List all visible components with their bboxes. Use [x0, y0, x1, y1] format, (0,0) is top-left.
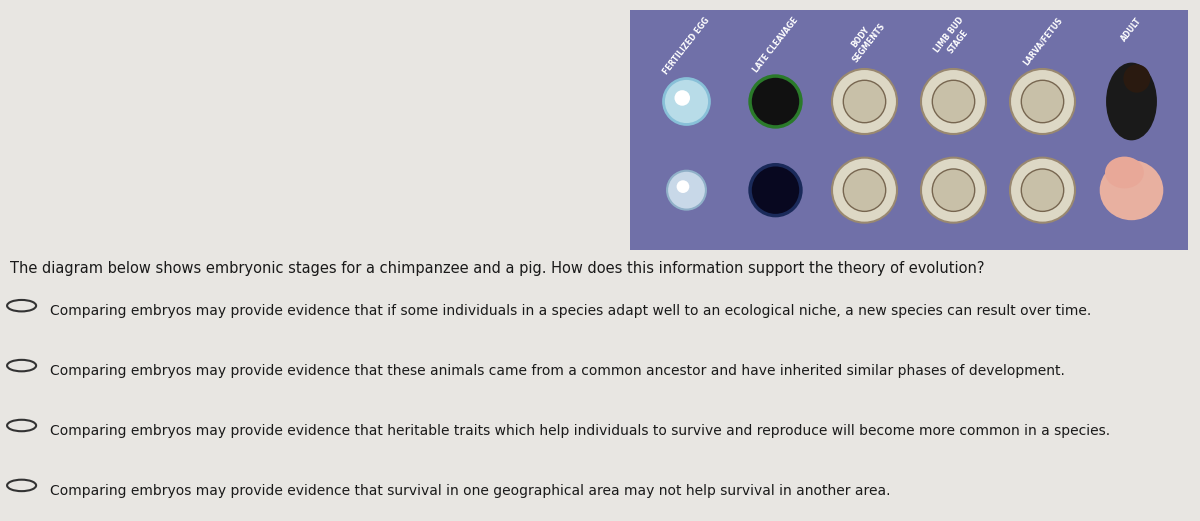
- FancyBboxPatch shape: [630, 10, 1188, 250]
- Ellipse shape: [677, 180, 689, 193]
- Ellipse shape: [920, 69, 986, 134]
- Text: FERTILIZED EGG: FERTILIZED EGG: [661, 16, 712, 76]
- Ellipse shape: [1099, 160, 1163, 220]
- Ellipse shape: [932, 169, 974, 212]
- Text: LIMB BUD
STAGE: LIMB BUD STAGE: [932, 16, 974, 61]
- Ellipse shape: [1021, 169, 1063, 212]
- Text: LATE CLEAVAGE: LATE CLEAVAGE: [751, 16, 799, 74]
- Text: Comparing embryos may provide evidence that if some individuals in a species ada: Comparing embryos may provide evidence t…: [50, 304, 1092, 318]
- Ellipse shape: [1105, 157, 1144, 189]
- Ellipse shape: [844, 169, 886, 212]
- Ellipse shape: [750, 76, 800, 127]
- Text: Comparing embryos may provide evidence that these animals came from a common anc: Comparing embryos may provide evidence t…: [50, 364, 1066, 378]
- Ellipse shape: [832, 69, 898, 134]
- Ellipse shape: [1010, 69, 1075, 134]
- Ellipse shape: [750, 165, 800, 216]
- Ellipse shape: [1021, 80, 1063, 122]
- Text: BODY
SEGMENTS: BODY SEGMENTS: [842, 16, 887, 65]
- Ellipse shape: [664, 79, 709, 125]
- Ellipse shape: [1106, 63, 1157, 140]
- Text: Comparing embryos may provide evidence that heritable traits which help individu: Comparing embryos may provide evidence t…: [50, 424, 1110, 438]
- Ellipse shape: [667, 171, 706, 209]
- Ellipse shape: [932, 80, 974, 122]
- Text: Comparing embryos may provide evidence that survival in one geographical area ma: Comparing embryos may provide evidence t…: [50, 483, 890, 498]
- Ellipse shape: [920, 158, 986, 222]
- Ellipse shape: [674, 90, 690, 106]
- Text: The diagram below shows embryonic stages for a chimpanzee and a pig. How does th: The diagram below shows embryonic stages…: [10, 260, 984, 276]
- Text: LARVA/FETUS: LARVA/FETUS: [1021, 16, 1064, 67]
- Text: ADULT: ADULT: [1120, 16, 1144, 43]
- Ellipse shape: [1010, 158, 1075, 222]
- Ellipse shape: [832, 158, 898, 222]
- Ellipse shape: [844, 80, 886, 122]
- Ellipse shape: [1123, 65, 1151, 93]
